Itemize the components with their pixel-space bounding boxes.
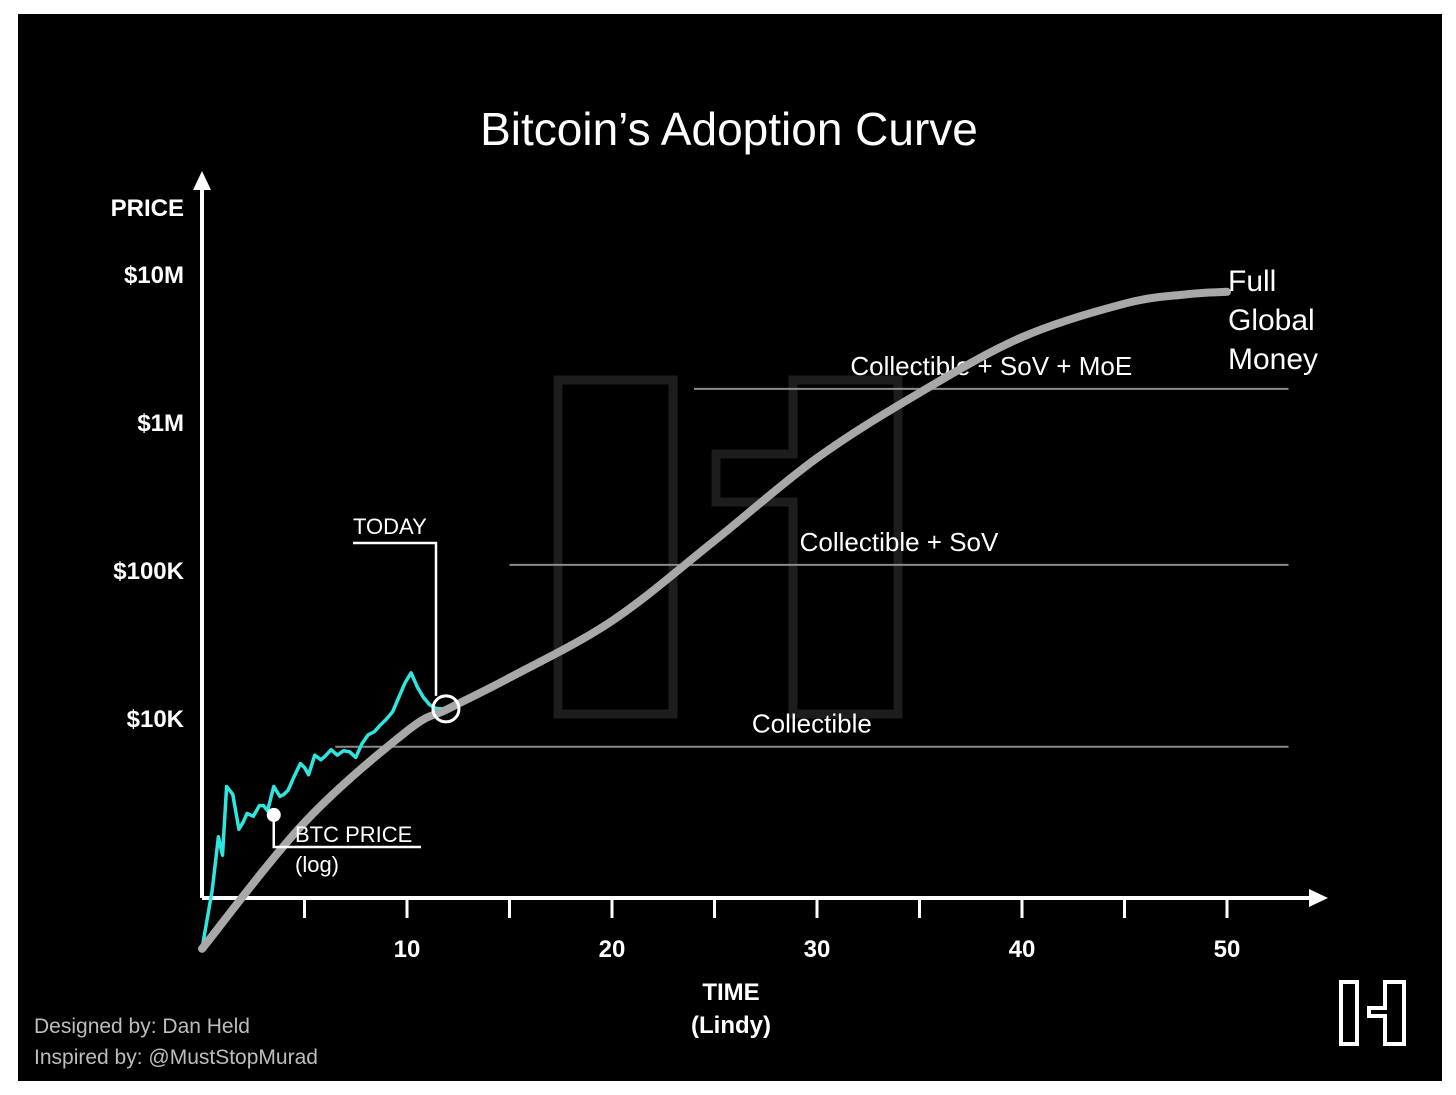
btc-price-line: [200, 671, 446, 950]
x-tick-label: 20: [599, 936, 626, 963]
chart-title: Bitcoin’s Adoption Curve: [480, 103, 978, 155]
x-tick-label: 40: [1009, 936, 1036, 963]
x-tick-label: 10: [394, 936, 421, 963]
watermark-logo-icon: [553, 375, 903, 719]
chart-panel: Bitcoin’s Adoption Curve $10K $100K $1M $10…: [18, 14, 1442, 1081]
x-axis-arrow-icon: [1309, 889, 1328, 907]
threshold-label: Collectible + SoV: [800, 527, 999, 557]
y-tick-label: $10M: [124, 262, 184, 289]
end-label-line3: Money: [1228, 343, 1318, 376]
series-lines: [198, 287, 1231, 953]
y-tick-label: $10K: [127, 706, 185, 733]
credit-inspired-by: Inspired by: @MustStopMurad: [34, 1046, 318, 1069]
btc-price-log-label: (log): [295, 852, 339, 877]
x-ticks: 10 20 30 40 50: [303, 898, 1241, 963]
end-label-line2: Global: [1228, 304, 1315, 337]
y-tick-label: $100K: [113, 558, 184, 585]
y-axis-label: PRICE: [111, 195, 184, 222]
threshold-label: Collectible: [752, 709, 872, 739]
brand-logo-icon: [1339, 980, 1406, 1046]
y-axis-arrow-icon: [193, 171, 211, 190]
today-label: TODAY: [353, 514, 427, 539]
x-axis-label: TIME: [702, 979, 759, 1006]
today-marker: [431, 694, 461, 724]
btc-price-leader-line: [272, 814, 421, 849]
x-axis-sublabel: (Lindy): [691, 1012, 771, 1039]
adoption-curve-line: [198, 287, 1231, 953]
x-tick-label: 30: [804, 936, 831, 963]
y-tick-labels: $10K $100K $1M $10M: [113, 262, 184, 733]
x-tick-label: 50: [1214, 936, 1241, 963]
adoption-chart: Bitcoin’s Adoption Curve $10K$100K$1M$10…: [34, 103, 1406, 1069]
axes: [193, 171, 1328, 907]
btc-price-label: BTC PRICE: [295, 822, 412, 847]
today-leader-line: [353, 541, 438, 696]
end-label-line1: Full: [1228, 265, 1276, 298]
credit-designed-by: Designed by: Dan Held: [34, 1015, 250, 1038]
annotations: [266, 541, 461, 849]
y-tick-label: $1M: [137, 410, 184, 437]
